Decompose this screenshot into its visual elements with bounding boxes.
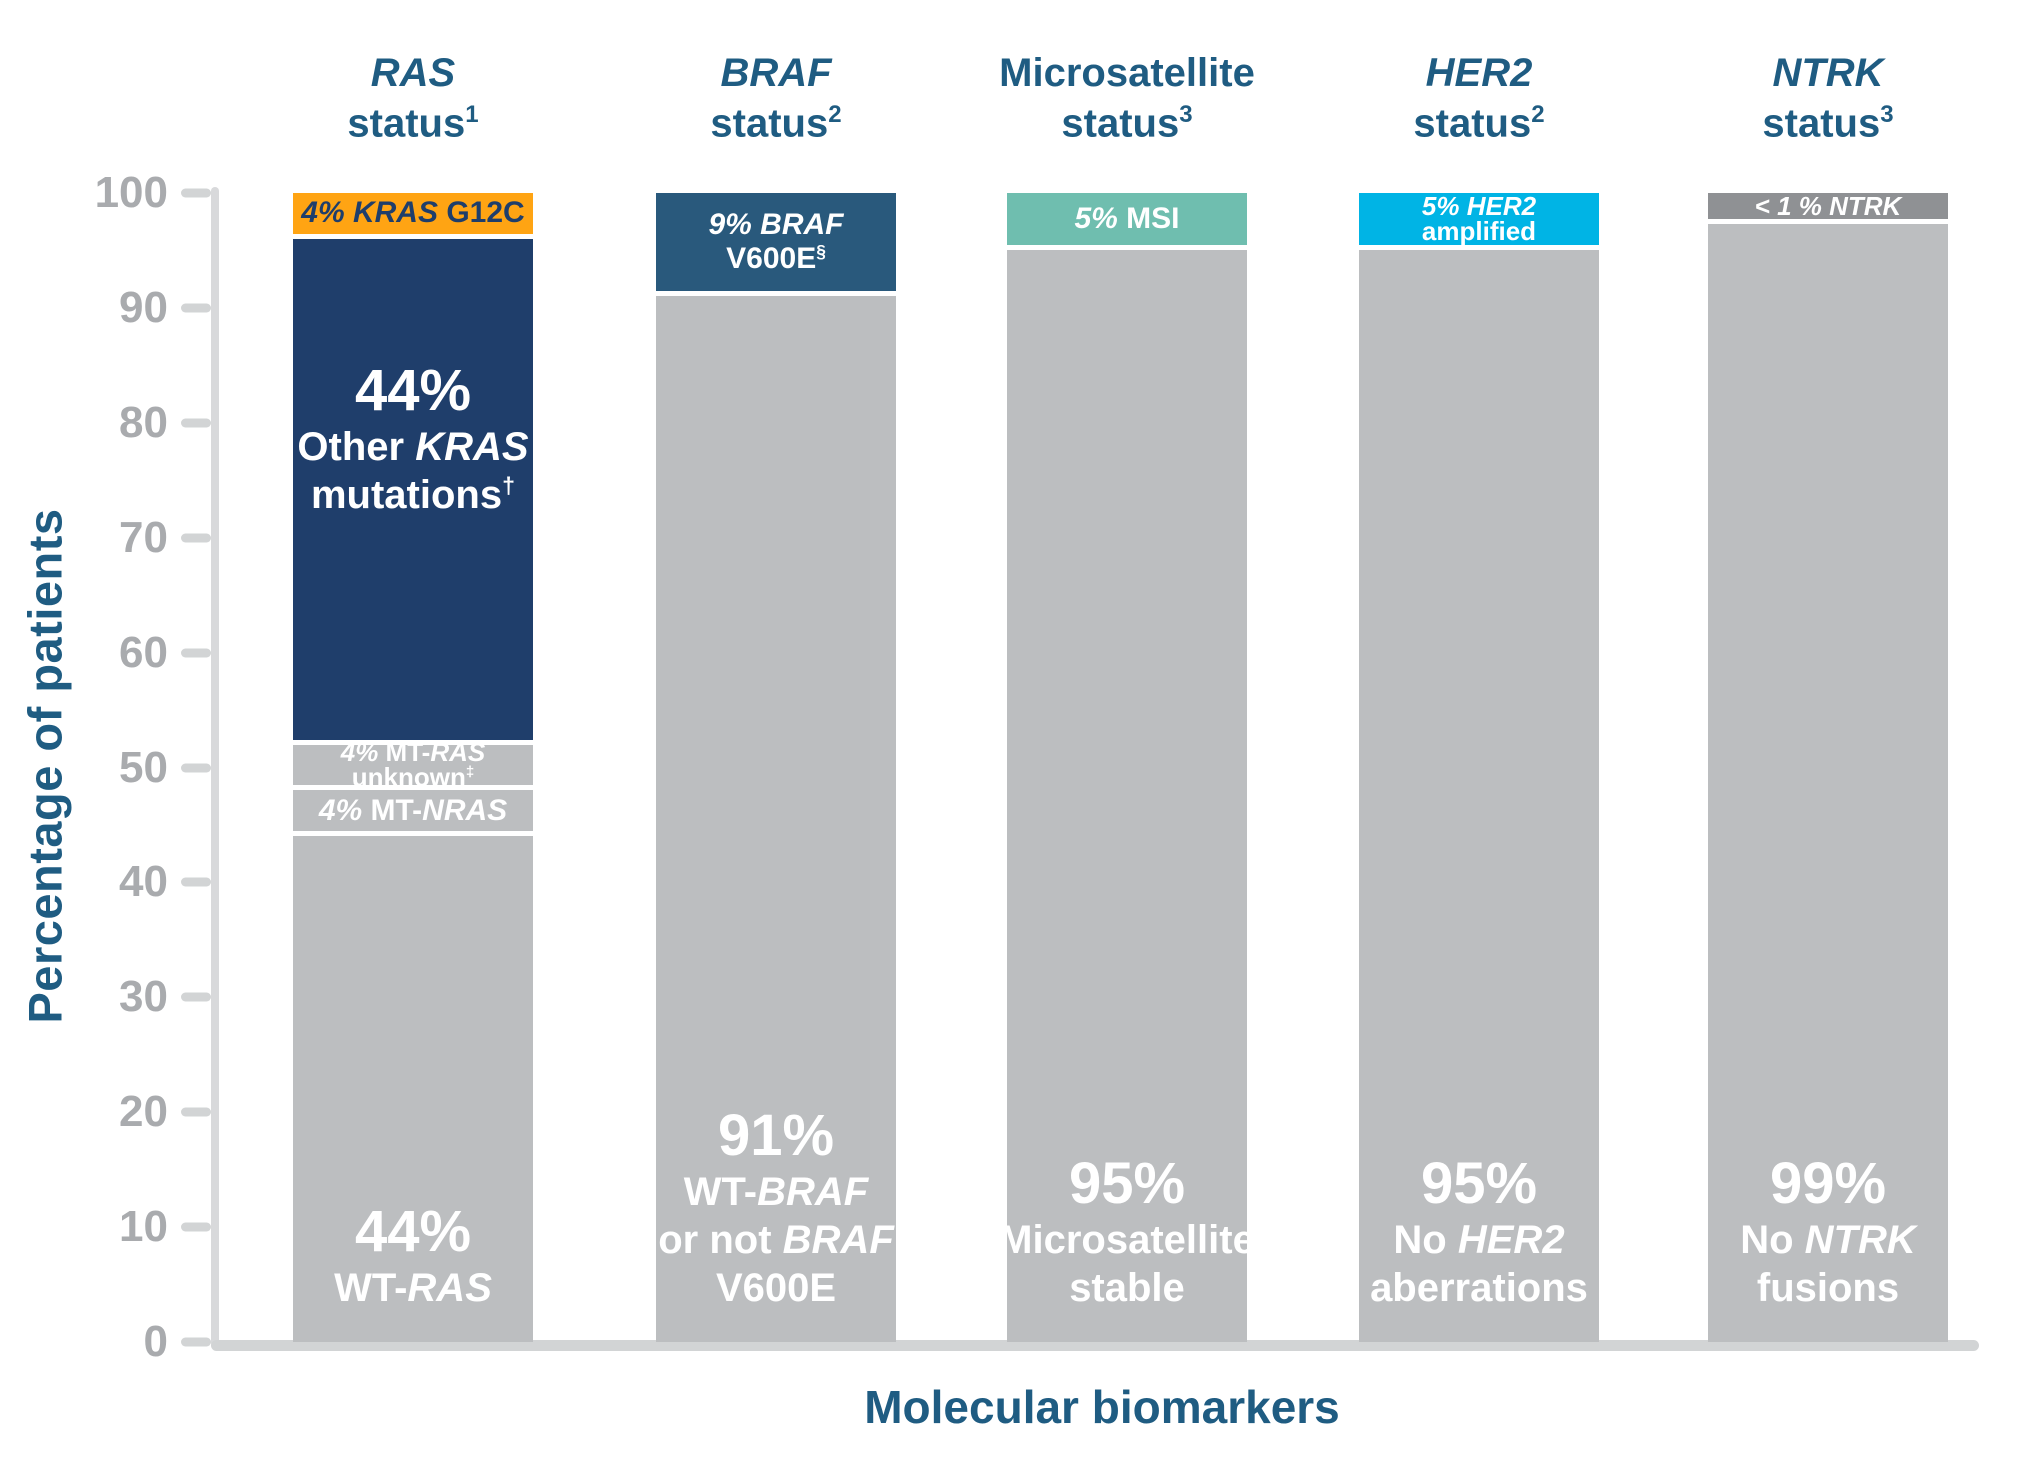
segment-label: 4% MT-RAS unknown‡ [340, 736, 486, 792]
bar-segment: 44% Other KRAS mutations† [293, 238, 533, 745]
y-tick-mark [181, 303, 211, 313]
x-axis-line [211, 1340, 1979, 1351]
segment-label: 4% KRAS G12C [301, 196, 525, 230]
y-tick-label: 10 [119, 1202, 168, 1252]
y-tick-label: 80 [119, 397, 168, 447]
y-tick-mark [181, 992, 211, 1002]
bar-column: 4% KRAS G12C 44% Other KRAS mutations† 4% MT… [293, 193, 533, 1342]
bar-segment: 44% WT-RAS [293, 836, 533, 1342]
bar-segment: 9% BRAF V600E§ [656, 193, 896, 297]
y-tick-mark [181, 418, 211, 428]
bar-segment: 5% MSI [1007, 193, 1247, 251]
bar-column: 5% HER2 amplified 95% No HER2 aberrations [1359, 193, 1599, 1342]
bar-header: HER2 status2 [1413, 51, 1545, 146]
segment-label: 5% HER2 amplified [1421, 191, 1537, 247]
bar-segment: 99% No NTRK fusions [1708, 224, 1948, 1342]
segment-label: 5% MSI [1074, 202, 1180, 236]
y-tick-mark [181, 533, 211, 543]
bar-segment: 95% No HER2 aberrations [1359, 250, 1599, 1342]
y-tick-label: 20 [119, 1087, 168, 1137]
bar-segment: < 1 % NTRK [1708, 193, 1948, 225]
segment-label: 44% Other KRAS mutations† [297, 358, 529, 518]
y-tick-mark [181, 1107, 211, 1117]
y-tick-label: 100 [94, 168, 168, 217]
segment-label: 9% BRAF V600E§ [708, 208, 844, 276]
y-tick-label: 70 [119, 512, 168, 562]
bar-segment: 4% MT-NRAS [293, 790, 533, 837]
y-tick-mark [181, 1222, 211, 1232]
segment-label: 95% No HER2 aberrations [1370, 1150, 1588, 1310]
y-tick-mark [181, 648, 211, 658]
bar-header: BRAF status2 [710, 51, 842, 146]
y-axis-line [211, 187, 219, 1347]
bar-header: Microsatellite status3 [999, 51, 1255, 146]
segment-label: < 1 % NTRK [1754, 190, 1902, 221]
y-tick-label: 60 [119, 627, 168, 677]
segment-label: 91% WT-BRAF or not BRAF V600E [658, 1102, 894, 1310]
segment-label: 4% MT-NRAS [318, 793, 508, 827]
segment-label: 99% No NTRK fusions [1740, 1150, 1916, 1310]
bar-segment: 5% HER2 amplified [1359, 193, 1599, 251]
bar-segment: 91% WT-BRAF or not BRAF V600E [656, 296, 896, 1342]
y-tick-label: 40 [119, 857, 168, 907]
y-tick-mark [181, 188, 211, 198]
y-tick-mark [181, 1337, 211, 1347]
bar-segment: 4% MT-RAS unknown‡ [293, 739, 533, 791]
bar-header: RAS status1 [347, 51, 479, 146]
y-tick-label: 30 [119, 972, 168, 1022]
segment-label: 44% WT-RAS [334, 1198, 492, 1310]
y-tick-mark [181, 763, 211, 772]
y-tick-label: 50 [119, 742, 168, 792]
bar-header: NTRK status3 [1762, 51, 1894, 146]
bar-column: 5% MSI 95% Microsatellite stable [999, 193, 1255, 1342]
bar-segment: 95% Microsatellite stable [999, 250, 1255, 1342]
bar-column: 9% BRAF V600E§ 91% WT-BRAF or not BRAF V600E [656, 193, 896, 1342]
y-tick-label: 90 [119, 282, 168, 332]
bar-column: < 1 % NTRK 99% No NTRK fusions [1708, 193, 1948, 1342]
y-tick-label: 0 [143, 1317, 168, 1366]
segment-label: 95% Microsatellite stable [999, 1150, 1255, 1310]
bar-segment: 4% KRAS G12C [293, 193, 533, 239]
x-axis-title: Molecular biomarkers [864, 1381, 1340, 1433]
y-tick-mark [181, 877, 211, 887]
